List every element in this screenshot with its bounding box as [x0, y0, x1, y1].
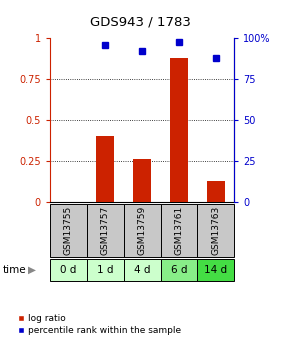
Text: time: time — [3, 265, 27, 275]
Bar — [161, 259, 197, 281]
Text: GSM13755: GSM13755 — [64, 206, 73, 255]
Bar — [50, 259, 87, 281]
Text: 1 d: 1 d — [97, 265, 113, 275]
Text: GSM13759: GSM13759 — [138, 206, 146, 255]
Text: 4 d: 4 d — [134, 265, 150, 275]
Text: GSM13757: GSM13757 — [101, 206, 110, 255]
Bar — [207, 180, 225, 202]
Bar — [124, 204, 161, 257]
Text: 6 d: 6 d — [171, 265, 187, 275]
Bar — [197, 204, 234, 257]
Text: GSM13761: GSM13761 — [175, 206, 183, 255]
Bar — [124, 259, 161, 281]
Bar — [133, 159, 151, 202]
Bar — [87, 204, 124, 257]
Text: 0 d: 0 d — [60, 265, 76, 275]
Text: GSM13763: GSM13763 — [212, 206, 220, 255]
Text: GDS943 / 1783: GDS943 / 1783 — [90, 16, 191, 29]
Bar — [87, 259, 124, 281]
Bar — [161, 204, 197, 257]
Bar — [197, 259, 234, 281]
Text: ▶: ▶ — [28, 265, 36, 275]
Legend: log ratio, percentile rank within the sample: log ratio, percentile rank within the sa… — [13, 311, 185, 339]
Bar — [96, 136, 115, 202]
Text: 14 d: 14 d — [205, 265, 227, 275]
Bar — [50, 204, 87, 257]
Bar — [170, 58, 188, 202]
